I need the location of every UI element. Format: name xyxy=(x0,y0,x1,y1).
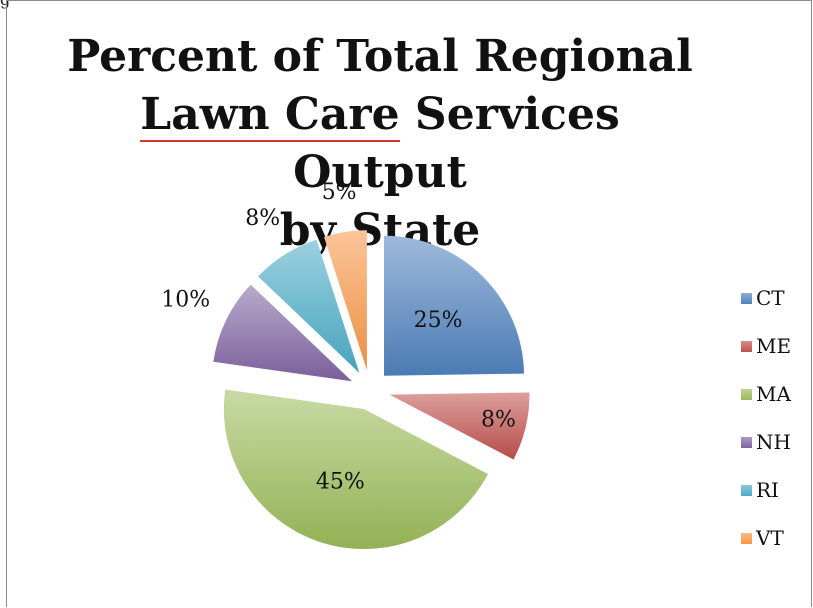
data-label-ri: 8% xyxy=(245,206,280,231)
legend-label-ri: RI xyxy=(756,478,779,502)
pie-slice-ri xyxy=(258,239,360,374)
legend-item-ct: CT xyxy=(741,274,811,322)
data-label-vt: 5% xyxy=(322,180,357,205)
data-label-nh: 10% xyxy=(161,288,210,313)
legend-swatch-me xyxy=(741,340,752,352)
pie-slice-nh xyxy=(213,284,352,382)
legend-item-ri: RI xyxy=(741,466,811,514)
legend-label-nh: NH xyxy=(756,430,791,454)
legend-swatch-ri xyxy=(741,484,752,496)
pie-slice-ct xyxy=(384,235,525,376)
data-label-me: 8% xyxy=(481,408,516,433)
chart-title-line-1: Percent of Total Regional xyxy=(67,31,693,82)
chart-legend: CT ME MA NH RI VT xyxy=(741,274,811,562)
chart-title-line-2: Lawn Care Services Output xyxy=(140,89,620,198)
legend-swatch-ct xyxy=(741,292,752,304)
legend-label-me: ME xyxy=(756,334,792,358)
legend-item-vt: VT xyxy=(741,514,811,562)
chart-frame xyxy=(6,0,812,607)
data-label-ct: 25% xyxy=(414,308,463,333)
pie-slice-me xyxy=(389,392,530,460)
legend-label-ct: CT xyxy=(756,286,785,310)
legend-swatch-vt xyxy=(741,532,752,544)
legend-swatch-nh xyxy=(741,436,752,448)
legend-swatch-ma xyxy=(741,388,752,400)
page-text-fragment: g xyxy=(0,0,10,9)
data-label-ma: 45% xyxy=(316,469,365,494)
chart-title-underlined-phrase: Lawn Care xyxy=(140,89,400,142)
legend-label-ma: MA xyxy=(756,382,791,406)
legend-item-ma: MA xyxy=(741,370,811,418)
legend-item-nh: NH xyxy=(741,418,811,466)
legend-label-vt: VT xyxy=(756,526,784,550)
chart-title: Percent of Total Regional Lawn Care Serv… xyxy=(60,28,700,260)
legend-item-me: ME xyxy=(741,322,811,370)
pie-slice-ma xyxy=(223,389,488,550)
pie-slice-vt xyxy=(324,230,367,371)
